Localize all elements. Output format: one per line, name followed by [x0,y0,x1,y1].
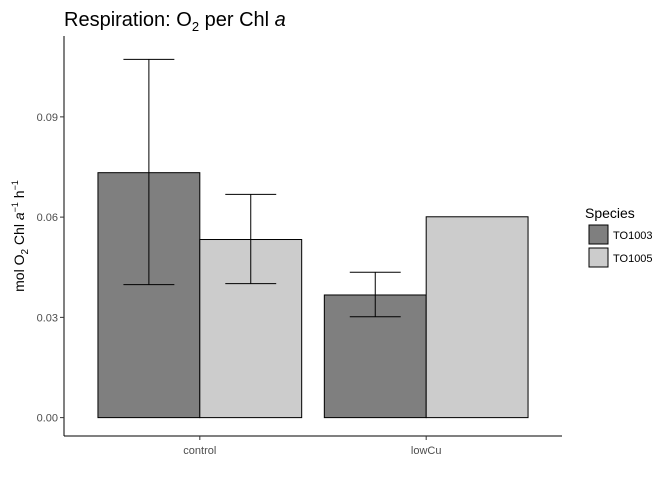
legend-label-TO1005: TO1005 [613,253,653,265]
ylabel-text: mol O [11,254,27,291]
legend-label-TO1003: TO1003 [613,230,653,242]
title-subscript: 2 [192,19,199,34]
y-tick-label: 0.06 [37,212,58,224]
y-axis-label: mol O2 Chl a−1 h−1 [10,180,31,292]
legend-title: Species [585,205,635,221]
y-tick-label: 0.03 [37,312,58,324]
legend-key-TO1003 [588,224,609,245]
title-text: Respiration: O [64,9,192,31]
ylabel-text-2: Chl [11,220,27,249]
x-tick-label: control [183,445,216,457]
legend: Species TO1003 TO1005 [585,205,653,268]
ylabel-italic: a [11,212,27,220]
ylabel-superscript-2: −1 [10,180,20,190]
y-tick-label: 0.09 [37,112,58,124]
ylabel-text-3: h [11,190,27,202]
bar-TO1005-lowCu [425,216,529,419]
chart-title: Respiration: O2 per Chl a [64,9,286,34]
plot-area: 0.00 0.03 0.06 0.09 control lowCu [37,36,562,457]
x-tick-label: lowCu [411,445,442,457]
ylabel-superscript-1: −1 [10,202,20,212]
y-tick-label: 0.00 [37,413,58,425]
title-italic: a [275,9,286,31]
legend-key-TO1005 [588,247,609,268]
title-text-middle: per Chl [199,9,275,31]
ylabel-subscript: 2 [20,249,31,255]
